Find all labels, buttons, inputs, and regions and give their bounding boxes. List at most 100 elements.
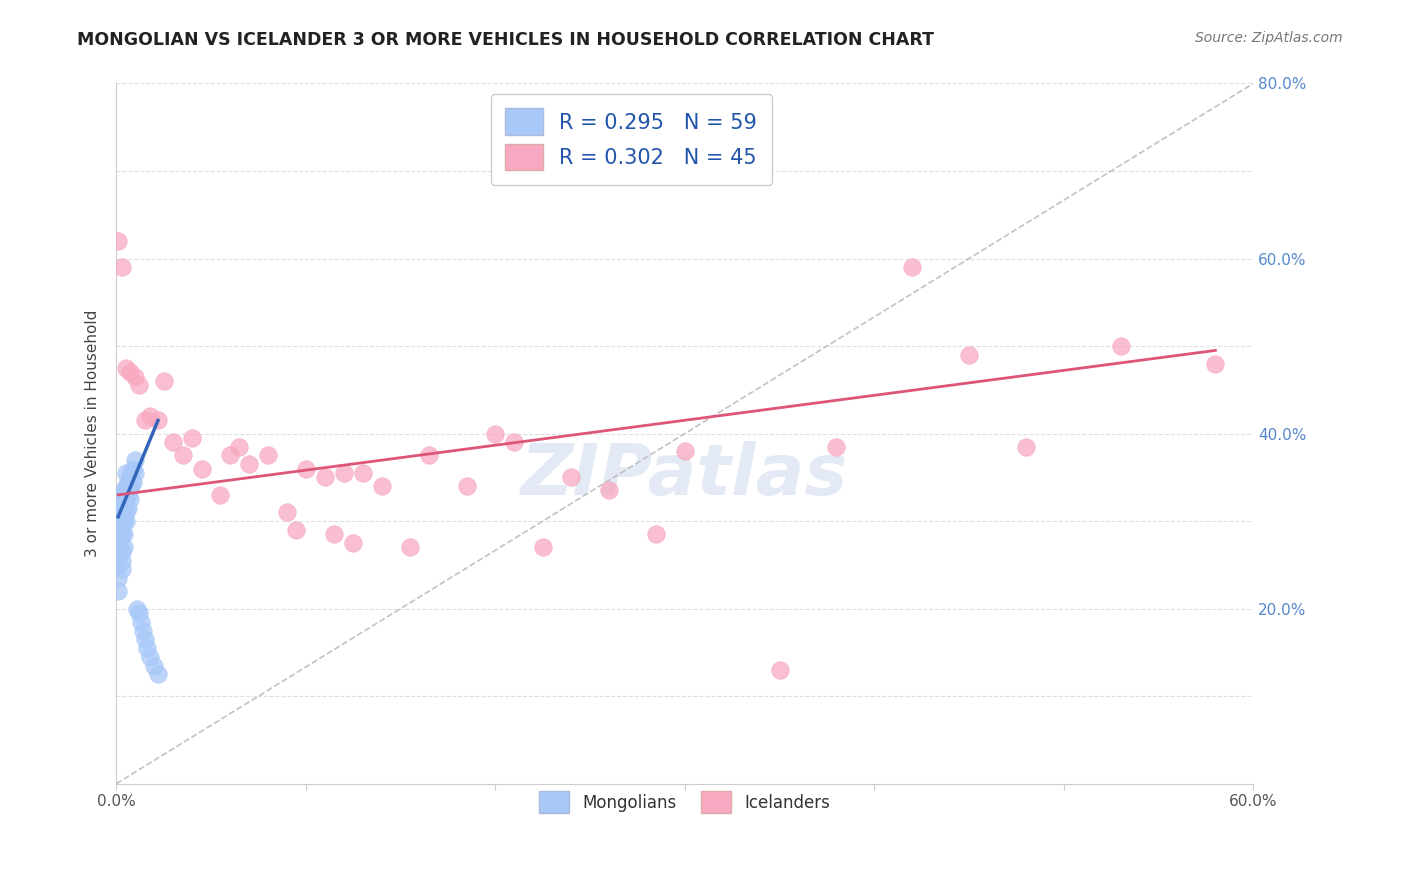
Point [117,475,139,489]
Point [370,479,392,493]
Point [124,369,146,384]
Point [124,466,146,480]
Point [107,492,129,507]
Point [598,483,620,498]
Point [108,492,131,507]
Point [112,527,135,541]
Point [107,545,129,559]
Point [120,479,142,493]
Point [114,514,136,528]
Point [111,497,134,511]
Point [108,518,131,533]
Point [122,475,145,489]
Point [108,514,131,528]
Point [503,435,526,450]
Point [108,488,131,502]
Point [190,461,212,475]
Point [111,260,134,275]
Point [285,523,308,537]
Text: Source: ZipAtlas.com: Source: ZipAtlas.com [1195,31,1343,45]
Legend: Mongolians, Icelanders: Mongolians, Icelanders [527,780,842,824]
Point [108,541,131,555]
Point [111,488,134,502]
Point [645,527,668,541]
Point [128,606,150,620]
Point [768,663,790,677]
Point [107,558,129,572]
Point [112,500,135,515]
Point [108,532,131,546]
Point [111,527,134,541]
Point [111,509,134,524]
Point [129,615,152,629]
Point [108,527,131,541]
Point [124,453,146,467]
Point [276,505,298,519]
Point [294,461,316,475]
Point [342,536,364,550]
Point [1204,357,1226,371]
Point [107,488,129,502]
Point [162,435,184,450]
Point [118,492,141,507]
Point [146,413,169,427]
Point [112,514,135,528]
Point [107,518,129,533]
Point [112,483,135,498]
Point [143,658,166,673]
Point [107,527,129,541]
Point [107,549,129,563]
Y-axis label: 3 or more Vehicles in Household: 3 or more Vehicles in Household [86,310,100,558]
Point [114,492,136,507]
Point [456,479,478,493]
Point [418,449,440,463]
Point [228,440,250,454]
Point [111,553,134,567]
Point [118,479,141,493]
Point [1015,440,1038,454]
Point [323,527,346,541]
Point [560,470,582,484]
Point [257,449,280,463]
Point [108,500,131,515]
Point [484,426,506,441]
Point [219,449,242,463]
Point [107,571,129,585]
Point [117,488,139,502]
Point [114,466,136,480]
Point [108,505,131,519]
Point [332,466,354,480]
Point [399,541,422,555]
Point [314,470,336,484]
Point [135,641,157,656]
Point [901,260,924,275]
Point [118,365,141,379]
Point [146,667,169,681]
Point [128,378,150,392]
Point [152,374,174,388]
Point [209,488,232,502]
Point [1109,339,1132,353]
Point [181,431,204,445]
Point [120,466,142,480]
Point [112,541,135,555]
Point [114,479,136,493]
Point [134,413,156,427]
Point [111,518,134,533]
Point [172,449,194,463]
Point [114,360,136,375]
Point [111,545,134,559]
Point [134,632,156,647]
Point [139,649,162,664]
Point [108,523,131,537]
Point [114,505,136,519]
Point [139,409,162,423]
Point [957,348,980,362]
Point [825,440,848,454]
Text: MONGOLIAN VS ICELANDER 3 OR MORE VEHICLES IN HOUSEHOLD CORRELATION CHART: MONGOLIAN VS ICELANDER 3 OR MORE VEHICLE… [77,31,935,49]
Text: ZIPatlas: ZIPatlas [522,442,848,510]
Point [111,562,134,576]
Point [238,457,260,471]
Point [132,624,155,638]
Point [118,470,141,484]
